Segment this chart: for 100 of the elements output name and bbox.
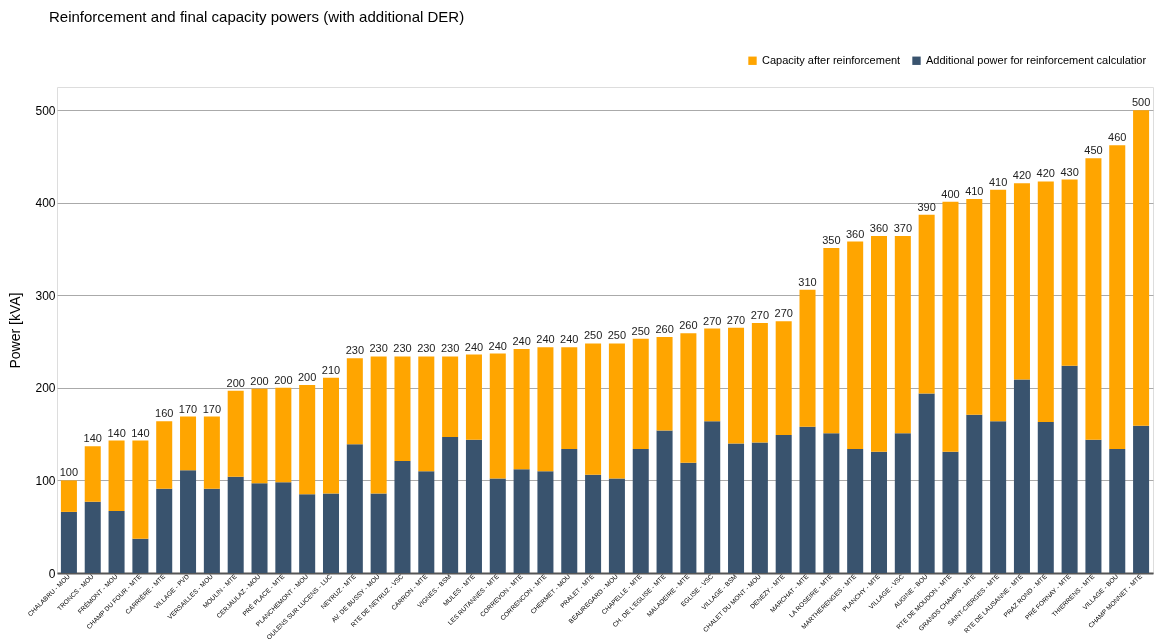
bar <box>1013 183 1030 380</box>
bar <box>370 356 387 494</box>
bar <box>275 482 292 573</box>
bar <box>942 451 959 573</box>
bar <box>299 494 316 573</box>
bar <box>108 440 125 511</box>
annotation: 410 <box>965 185 984 198</box>
bar <box>346 358 363 445</box>
bar <box>394 460 411 573</box>
bar <box>156 421 173 489</box>
bar <box>704 421 721 573</box>
bar <box>751 323 768 443</box>
y-tick-label: 0 <box>48 566 56 581</box>
bar <box>513 348 530 470</box>
annotation: 260 <box>655 322 674 335</box>
bar <box>966 199 983 415</box>
bar <box>1133 425 1150 573</box>
annotation: 420 <box>1012 169 1032 182</box>
bar <box>680 333 697 463</box>
bar <box>442 436 459 573</box>
annotation: 450 <box>1084 144 1103 157</box>
bar <box>704 328 721 422</box>
annotation: 500 <box>1131 96 1151 109</box>
bar <box>942 201 959 452</box>
bar <box>823 248 840 434</box>
annotation: 410 <box>988 175 1008 188</box>
y-axis-title: Power [kVA] <box>7 292 24 369</box>
bar <box>561 448 578 573</box>
annotation: 370 <box>893 222 913 235</box>
bar <box>60 480 77 512</box>
annotation: 100 <box>59 466 79 479</box>
annotation: 400 <box>941 187 960 200</box>
legend-label: Additional power for reinforcement calculatior <box>926 53 1147 66</box>
bar <box>132 538 149 573</box>
bar <box>489 478 506 573</box>
bar <box>251 388 268 484</box>
chart-title: Reinforcement and final capacity powers (with additional DER) <box>48 8 465 25</box>
annotation: 270 <box>774 307 793 320</box>
bar <box>585 474 602 573</box>
bar <box>775 321 792 436</box>
bar <box>418 471 435 573</box>
bar <box>465 439 482 573</box>
bar <box>608 343 625 479</box>
bar <box>442 356 459 437</box>
annotation: 250 <box>583 329 603 342</box>
bar <box>585 343 602 475</box>
annotation: 230 <box>440 342 460 355</box>
annotation: 240 <box>488 339 507 352</box>
bar <box>203 416 220 489</box>
annotation: 260 <box>679 319 698 332</box>
bar <box>799 426 816 573</box>
bar <box>322 377 340 494</box>
bar <box>322 493 340 573</box>
annotation: 360 <box>869 222 889 235</box>
bar <box>537 471 554 573</box>
annotation: 230 <box>417 342 436 355</box>
annotation: 420 <box>1036 167 1055 180</box>
bar <box>632 448 649 573</box>
bar <box>1061 179 1078 366</box>
bar <box>370 493 387 573</box>
bar <box>775 435 792 573</box>
bar <box>823 433 840 573</box>
annotation: 240 <box>512 334 531 347</box>
bar <box>132 440 149 539</box>
y-tick-label: 200 <box>35 381 56 396</box>
bar <box>180 416 197 471</box>
bar <box>180 470 197 573</box>
annotation: 230 <box>345 344 365 357</box>
annotation: 170 <box>202 402 222 415</box>
annotation: 200 <box>250 374 269 387</box>
annotation: 140 <box>107 426 126 439</box>
bar <box>1037 181 1054 423</box>
bar <box>108 510 125 573</box>
y-tick-label: 400 <box>35 196 56 211</box>
bar <box>561 347 578 449</box>
annotation: 460 <box>1108 131 1127 144</box>
bar <box>799 289 816 427</box>
bar <box>84 446 101 502</box>
y-tick-label: 500 <box>35 103 56 118</box>
annotation: 430 <box>1060 165 1079 178</box>
bar <box>966 414 983 573</box>
bar <box>227 476 244 573</box>
annotation: 230 <box>393 342 412 355</box>
annotation: 140 <box>83 432 102 445</box>
annotation: 240 <box>560 333 579 346</box>
annotation: 160 <box>155 407 174 420</box>
annotation: 270 <box>726 313 746 326</box>
bar <box>1013 379 1030 573</box>
bar <box>1085 439 1102 573</box>
bar <box>870 236 888 452</box>
bar <box>680 462 697 573</box>
bar <box>299 385 316 495</box>
annotation: 170 <box>178 402 198 415</box>
bar <box>1085 158 1102 440</box>
annotation: 200 <box>226 376 245 389</box>
bar <box>513 469 530 573</box>
bar <box>632 338 649 449</box>
bar <box>84 501 101 573</box>
bar <box>394 356 411 461</box>
annotation: 240 <box>536 333 555 346</box>
